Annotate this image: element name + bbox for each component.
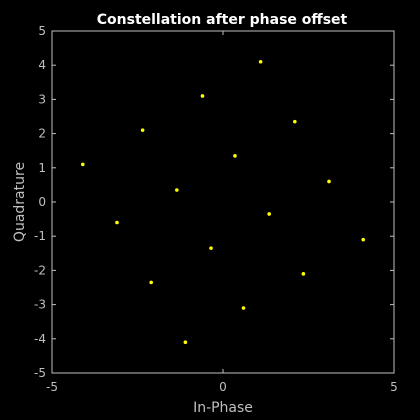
y-axis-label: Quadrature (12, 162, 28, 242)
y-tick-label: 2 (38, 127, 46, 141)
x-tick-label: 5 (390, 380, 398, 394)
data-point (115, 220, 119, 225)
data-point (175, 188, 179, 192)
y-tick-label: -2 (34, 263, 46, 277)
data-point (149, 280, 153, 285)
data-point (241, 306, 246, 310)
data-point (183, 340, 188, 345)
data-point (327, 179, 331, 184)
plot-area (51, 30, 395, 374)
x-axis-label: In-Phase (193, 400, 253, 416)
data-point (361, 237, 366, 242)
y-tick-label: 5 (38, 24, 46, 38)
y-tick-label: 0 (38, 195, 46, 209)
data-point (80, 162, 85, 167)
x-tick-label: -5 (46, 380, 58, 394)
chart-title: Constellation after phase offset (97, 12, 348, 28)
data-series (80, 59, 366, 345)
data-point (200, 94, 205, 98)
data-point (258, 59, 263, 64)
y-tick-label: -1 (34, 229, 46, 243)
x-axis: -5 0 5 (46, 31, 398, 394)
data-point (301, 272, 306, 276)
y-axis: -5 -4 -3 -2 -1 0 1 2 3 4 5 (34, 24, 394, 380)
y-tick-label: -5 (34, 366, 46, 380)
data-point (140, 128, 145, 132)
data-point (293, 119, 297, 124)
data-point (233, 154, 237, 158)
x-tick-label: 0 (219, 380, 227, 394)
data-point (267, 212, 271, 216)
y-tick-label: 3 (38, 92, 46, 106)
y-tick-label: -4 (34, 332, 46, 346)
y-tick-label: 4 (38, 58, 46, 72)
y-tick-label: -3 (34, 298, 46, 312)
data-point (209, 246, 213, 250)
y-tick-label: 1 (38, 161, 46, 175)
